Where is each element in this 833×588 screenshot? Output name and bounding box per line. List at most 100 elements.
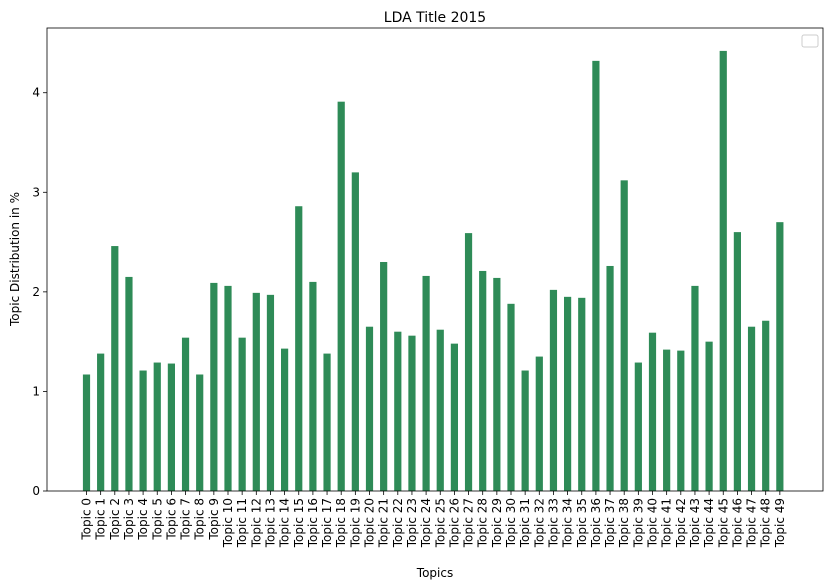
chart-title: LDA Title 2015 (384, 10, 486, 26)
x-tick-label: Topic 7 (179, 498, 193, 541)
x-tick-label: Topic 38 (617, 498, 631, 548)
x-tick-label: Topic 32 (532, 498, 546, 548)
bar-26 (450, 343, 458, 491)
y-axis-label: Topic Distribution in % (8, 192, 22, 327)
x-tick-label: Topic 16 (306, 498, 320, 548)
bar-39 (634, 362, 642, 491)
x-tick-label: Topic 15 (292, 498, 306, 548)
bar-16 (309, 281, 317, 491)
bar-46 (733, 232, 741, 491)
x-tick-label: Topic 40 (646, 498, 660, 548)
x-tick-label: Topic 27 (462, 498, 476, 548)
bars-group (82, 50, 784, 492)
bar-37 (606, 265, 614, 491)
bar-32 (535, 356, 543, 491)
bar-47 (747, 326, 756, 491)
x-axis-ticks: Topic 0 Topic 1 Topic 2 Topic 3 Topic 4 Topic… (80, 491, 787, 548)
x-tick-label: Topic 35 (575, 498, 589, 548)
x-tick-label: Topic 14 (278, 498, 292, 548)
x-tick-label: Topic 2 (108, 498, 122, 541)
bar-43 (691, 285, 699, 491)
y-tick-label: 0 (32, 484, 40, 498)
x-tick-label: Topic 26 (447, 498, 461, 548)
bar-11 (238, 337, 246, 491)
bar-2 (111, 246, 119, 491)
y-tick-label: 3 (32, 185, 40, 199)
bar-48 (762, 320, 770, 491)
bar-8 (196, 374, 204, 491)
x-tick-label: Topic 39 (631, 498, 645, 548)
bar-30 (507, 303, 515, 491)
bar-13 (266, 294, 275, 491)
x-tick-label: Topic 46 (730, 498, 744, 548)
bar-5 (153, 362, 161, 491)
bar-15 (295, 206, 303, 492)
plot-frame (46, 27, 824, 492)
bar-0 (82, 374, 91, 491)
x-tick-label: Topic 28 (476, 498, 490, 548)
y-tick-label: 2 (32, 285, 40, 299)
bar-36 (592, 60, 600, 492)
x-tick-label: Topic 1 (94, 498, 108, 541)
x-tick-label: Topic 11 (235, 498, 249, 548)
x-tick-label: Topic 25 (433, 498, 447, 548)
bar-3 (125, 276, 133, 491)
x-tick-label: Topic 33 (546, 498, 560, 548)
x-tick-label: Topic 36 (589, 498, 603, 548)
x-tick-label: Topic 44 (702, 498, 716, 548)
x-tick-label: Topic 3 (122, 498, 136, 541)
x-tick-label: Topic 4 (136, 498, 150, 541)
bar-1 (97, 353, 105, 491)
bar-41 (663, 349, 671, 491)
x-tick-label: Topic 22 (391, 498, 405, 548)
bar-7 (181, 337, 190, 491)
bar-18 (337, 101, 345, 492)
x-tick-label: Topic 17 (320, 498, 334, 548)
bar-4 (139, 370, 147, 491)
bar-20 (365, 326, 374, 491)
x-tick-label: Topic 13 (263, 498, 277, 548)
bar-42 (677, 350, 685, 491)
x-tick-label: Topic 5 (150, 498, 164, 541)
y-tick-label: 4 (32, 86, 40, 100)
bar-21 (380, 261, 388, 491)
x-tick-label: Topic 34 (561, 498, 575, 548)
x-tick-label: Topic 8 (193, 498, 207, 541)
x-tick-label: Topic 10 (221, 498, 235, 548)
bar-27 (464, 233, 473, 492)
bar-17 (323, 353, 331, 491)
y-tick-label: 1 (32, 384, 40, 398)
x-tick-label: Topic 0 (80, 498, 94, 541)
bar-34 (564, 296, 572, 491)
bar-35 (578, 297, 586, 491)
bar-33 (549, 289, 558, 491)
bar-19 (351, 172, 359, 491)
x-tick-label: Topic 49 (773, 498, 787, 548)
x-tick-label: Topic 47 (745, 498, 759, 548)
x-tick-label: Topic 30 (504, 498, 518, 548)
x-tick-label: Topic 45 (716, 498, 730, 548)
bar-22 (394, 331, 402, 491)
x-tick-label: Topic 42 (674, 498, 688, 548)
bar-9 (210, 282, 218, 491)
bar-10 (224, 285, 232, 491)
bar-31 (521, 370, 529, 491)
bar-28 (479, 270, 487, 491)
bar-29 (493, 277, 501, 491)
x-tick-label: Topic 29 (490, 498, 504, 548)
x-tick-label: Topic 23 (405, 498, 419, 548)
bar-44 (705, 341, 713, 491)
bar-24 (422, 275, 430, 491)
x-tick-label: Topic 18 (334, 498, 348, 548)
x-tick-label: Topic 20 (363, 498, 377, 548)
x-axis-label: Topics (416, 566, 453, 580)
x-tick-label: Topic 31 (518, 498, 532, 548)
bar-45 (719, 50, 727, 492)
bar-6 (167, 363, 175, 491)
bar-12 (252, 292, 260, 491)
bar-14 (281, 348, 289, 491)
x-tick-label: Topic 9 (207, 498, 221, 541)
y-axis-ticks: 0 1 2 3 4 (32, 86, 47, 498)
x-tick-label: Topic 21 (377, 498, 391, 548)
